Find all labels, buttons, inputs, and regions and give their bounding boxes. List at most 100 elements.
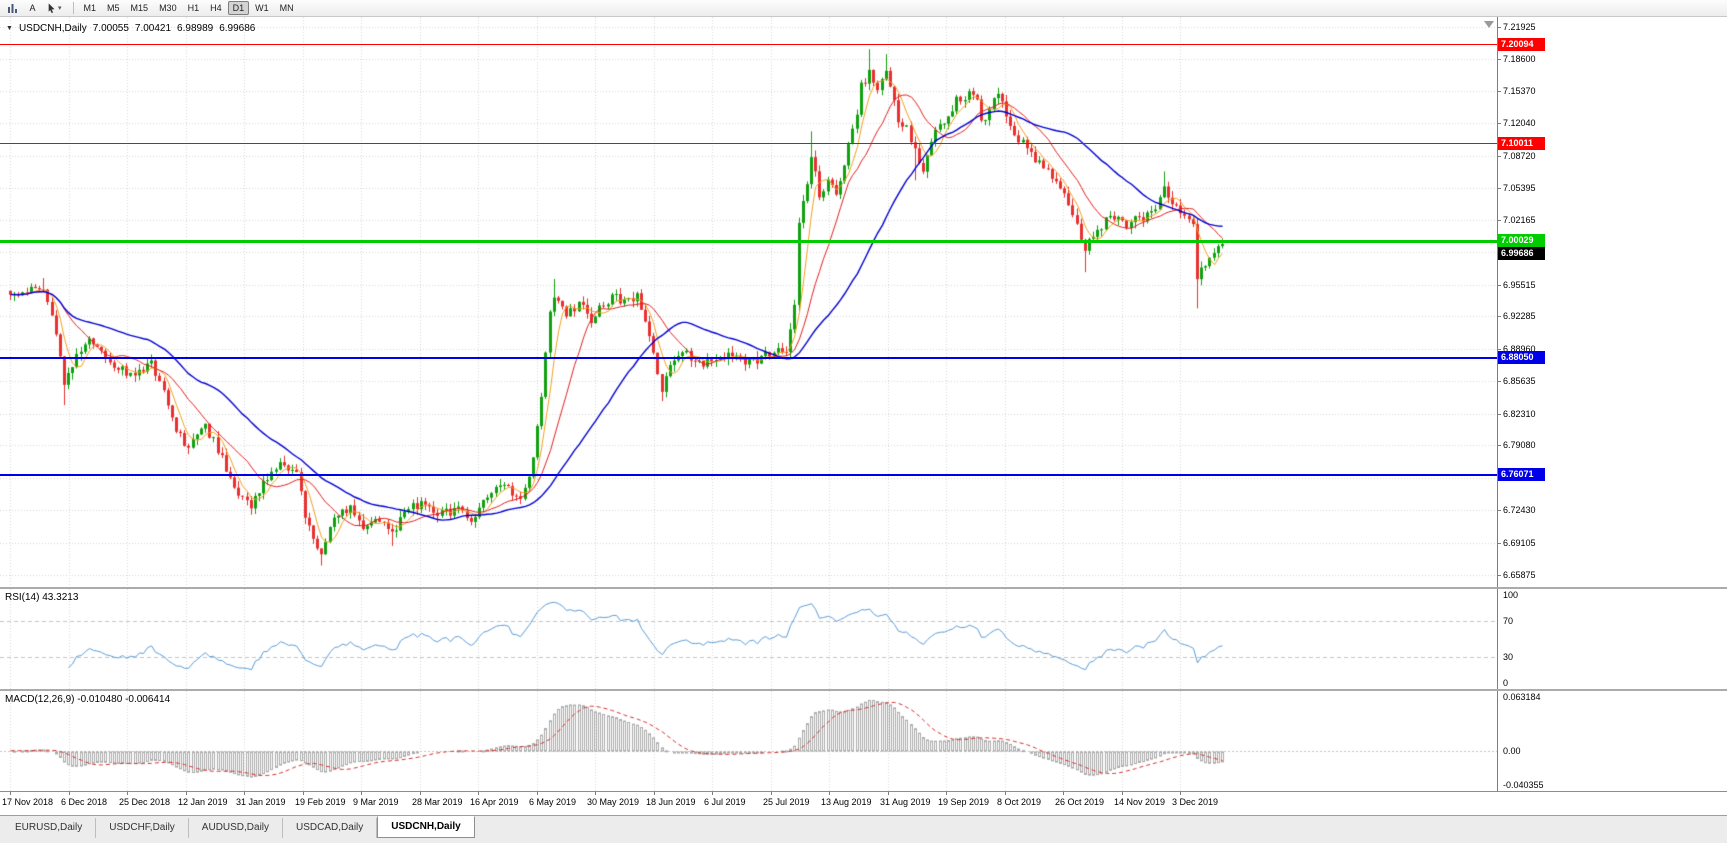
price-axis-tick	[1497, 349, 1501, 350]
time-axis-tick	[771, 792, 772, 795]
ohlc-close: 6.99686	[219, 23, 256, 34]
price-axis-label: 6.69105	[1503, 537, 1536, 548]
time-axis-label: 28 Mar 2019	[412, 797, 463, 807]
rsi-canvas[interactable]	[0, 589, 1497, 689]
price-axis-label: 7.15370	[1503, 85, 1536, 96]
panel-splitter[interactable]	[0, 587, 1727, 589]
price-axis-tick	[1497, 220, 1501, 221]
time-axis-tick	[1063, 792, 1064, 795]
toolbar: A ▾ M1 M5 M15 M30 H1 H4 D1 W1 MN	[0, 0, 1727, 17]
panel-splitter[interactable]	[0, 689, 1727, 691]
macd-level-label: 0.063184	[1503, 692, 1541, 702]
price-line-label: 7.20094	[1498, 38, 1545, 51]
time-axis-label: 18 Jun 2019	[646, 797, 696, 807]
chart-shift-marker-icon[interactable]	[1484, 21, 1494, 28]
time-axis-tick	[478, 792, 479, 795]
cursor-tool-button[interactable]: ▾	[42, 1, 67, 15]
timeframe-m30-button[interactable]: M30	[159, 3, 177, 13]
price-axis-label: 7.12040	[1503, 118, 1536, 129]
time-axis-tick	[595, 792, 596, 795]
time-axis[interactable]: 17 Nov 2018 6 Dec 2018 25 Dec 2018 12 Jan 2…	[0, 791, 1727, 815]
time-axis-label: 16 Apr 2019	[470, 797, 519, 807]
time-axis-label: 30 May 2019	[587, 797, 640, 807]
timeframe-m15-button[interactable]: M15	[130, 3, 149, 13]
bar-chart-icon	[8, 3, 17, 13]
time-axis-tick	[537, 792, 538, 795]
time-axis-tick	[1005, 792, 1006, 795]
price-axis-label: 6.79080	[1503, 440, 1536, 451]
rsi-level-label: 0	[1503, 678, 1509, 688]
timeframe-mn-button[interactable]: MN	[279, 3, 294, 13]
horizontal-line-6.76071[interactable]	[0, 473, 1497, 476]
time-axis-tick	[127, 792, 128, 795]
price-chart-canvas[interactable]	[0, 17, 1497, 587]
horizontal-line-7.10011[interactable]	[0, 143, 1497, 145]
time-axis-label: 6 May 2019	[529, 797, 577, 807]
time-axis-tick	[69, 792, 70, 795]
current-price-label: 6.99686	[1498, 247, 1545, 260]
time-axis-label: 9 Mar 2019	[353, 797, 399, 807]
price-axis-tick	[1497, 27, 1501, 28]
price-line-label: 7.10011	[1498, 137, 1545, 150]
price-axis-tick	[1497, 59, 1501, 60]
cursor-icon	[48, 3, 55, 14]
chart-tab-audusd[interactable]: AUDUSD,Daily	[189, 818, 284, 838]
ohlc-open: 7.00055	[92, 23, 129, 34]
toolbar-separator	[72, 2, 74, 14]
chart-tab-usdcad[interactable]: USDCAD,Daily	[283, 818, 378, 838]
time-axis-tick	[829, 792, 830, 795]
text-tool-button[interactable]: A	[29, 3, 36, 13]
ohlc-low: 6.98989	[177, 23, 214, 34]
timeframe-h1-button[interactable]: H1	[187, 3, 200, 13]
time-axis-label: 25 Dec 2018	[119, 797, 171, 807]
price-axis-label: 6.95515	[1503, 279, 1536, 290]
time-axis-label: 26 Oct 2019	[1055, 797, 1105, 807]
price-axis-tick	[1497, 91, 1501, 92]
price-axis-label: 7.02165	[1503, 214, 1536, 225]
price-axis-tick	[1497, 188, 1501, 189]
macd-canvas[interactable]	[0, 691, 1497, 791]
price-axis-tick	[1497, 381, 1501, 382]
price-axis-label: 7.21925	[1503, 21, 1536, 32]
price-axis-tick	[1497, 156, 1501, 157]
time-axis-label: 17 Nov 2018	[2, 797, 54, 807]
ohlc-high: 7.00421	[134, 23, 172, 34]
time-axis-tick	[946, 792, 947, 795]
time-axis-label: 19 Feb 2019	[295, 797, 346, 807]
time-axis-tick	[888, 792, 889, 795]
chart-tab-usdchf[interactable]: USDCHF,Daily	[96, 818, 189, 838]
price-axis-label: 6.65875	[1503, 569, 1536, 580]
bar-chart-button[interactable]	[2, 1, 23, 15]
timeframe-d1-button[interactable]: D1	[227, 1, 250, 15]
chart-tab-usdcnh[interactable]: USDCNH,Daily	[377, 816, 475, 838]
horizontal-line-7.20094[interactable]	[0, 44, 1497, 46]
price-scale-separator	[1497, 17, 1498, 791]
price-axis-tick	[1497, 575, 1501, 576]
rsi-level-label: 30	[1503, 651, 1514, 662]
time-axis-label: 14 Nov 2019	[1114, 797, 1166, 807]
time-axis-label: 31 Aug 2019	[880, 797, 931, 807]
timeframe-w1-button[interactable]: W1	[255, 3, 269, 13]
chart-tab-eurusd[interactable]: EURUSD,Daily	[2, 818, 97, 838]
price-axis-label: 7.08720	[1503, 150, 1536, 161]
price-axis-tick	[1497, 123, 1501, 124]
timeframe-m5-button[interactable]: M5	[107, 3, 120, 13]
time-axis-label: 13 Aug 2019	[821, 797, 872, 807]
price-axis-tick	[1497, 445, 1501, 446]
price-axis-tick	[1497, 316, 1501, 317]
rsi-label: RSI(14) 43.3213	[5, 592, 79, 603]
price-axis-tick	[1497, 285, 1501, 286]
chart-symbol: USDCNH,Daily	[18, 23, 87, 34]
chart-title: ▼ USDCNH,Daily 7.00055 7.00421 6.98989 6…	[6, 23, 255, 34]
time-axis-label: 25 Jul 2019	[763, 797, 810, 807]
timeframe-h4-button[interactable]: H4	[210, 3, 222, 13]
time-axis-label: 6 Dec 2018	[61, 797, 108, 807]
rsi-level-label: 70	[1503, 616, 1514, 627]
price-line-label: 6.88050	[1498, 351, 1545, 364]
chart-tab-bar: EURUSD,Daily USDCHF,Daily AUDUSD,Daily USDC…	[0, 815, 1727, 843]
horizontal-line-7.00029[interactable]	[0, 239, 1497, 243]
symbol-dropdown-icon[interactable]: ▼	[6, 25, 13, 32]
timeframe-m1-button[interactable]: M1	[83, 3, 97, 13]
horizontal-line-6.88050[interactable]	[0, 356, 1497, 359]
price-axis-tick	[1497, 510, 1501, 511]
